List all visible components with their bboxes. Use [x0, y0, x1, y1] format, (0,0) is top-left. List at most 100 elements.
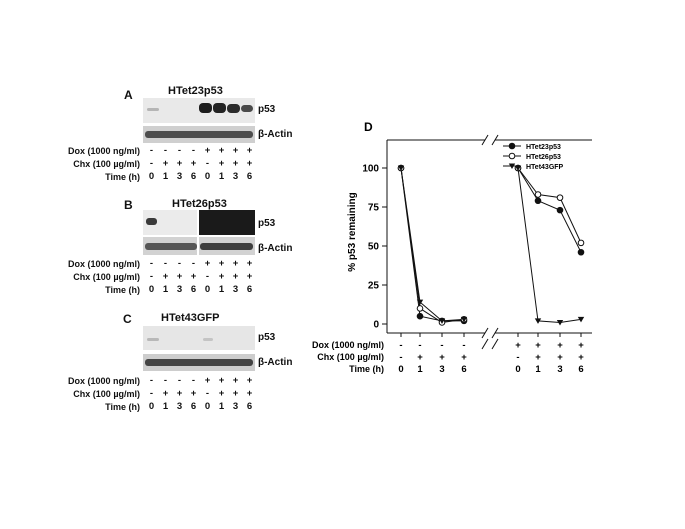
time-value: 0 — [204, 171, 211, 182]
data-point — [416, 299, 424, 306]
chx-value: + — [218, 158, 225, 169]
chx-value: + — [162, 271, 169, 282]
panel-letter: B — [124, 198, 133, 212]
condition-value: 0 — [398, 364, 403, 375]
chx-value: + — [162, 158, 169, 169]
actin-blot-image — [143, 354, 255, 371]
actin-blot-image — [143, 237, 255, 255]
series-line — [517, 167, 582, 253]
time-value: 3 — [232, 171, 239, 182]
condition-value: 1 — [417, 364, 423, 375]
time-label: Time (h) — [105, 285, 140, 295]
time-value: 6 — [190, 401, 197, 412]
condition-value: - — [516, 352, 519, 363]
legend-label: HTet26p53 — [526, 154, 561, 161]
band-label-actin: β-Actin — [258, 243, 293, 254]
chart-condition-table: Dox (1000 ng/ml) Chx (100 µg/ml) Time (h) -… — [312, 338, 584, 375]
dox-value: - — [177, 375, 182, 386]
data-point — [534, 197, 542, 205]
chart-series — [397, 164, 585, 326]
time-value: 3 — [176, 401, 183, 412]
dox-value: - — [191, 145, 196, 156]
data-point — [534, 318, 542, 324]
dox-value: + — [246, 375, 253, 386]
chx-value: + — [246, 388, 253, 399]
condition-value: - — [462, 340, 465, 351]
chx-value: + — [190, 158, 197, 169]
dox-value: + — [232, 258, 239, 269]
time-value: 1 — [162, 401, 169, 412]
dox-value: - — [149, 145, 154, 156]
chx-value: + — [190, 271, 197, 282]
axis-break-mark — [491, 338, 499, 350]
time-value: 3 — [176, 171, 183, 182]
data-point — [577, 316, 585, 323]
series-line — [517, 167, 582, 323]
p53-blot-image — [143, 210, 255, 235]
data-point — [514, 165, 522, 171]
chx-value: + — [246, 158, 253, 169]
chx-value: + — [232, 271, 239, 282]
time-value: 6 — [190, 284, 197, 295]
condition-value: 6 — [578, 364, 583, 375]
data-point — [556, 319, 564, 326]
chx-value: + — [176, 388, 183, 399]
y-tick-label: 100 — [362, 164, 379, 175]
dox-label: Dox (1000 ng/ml) — [67, 376, 140, 386]
axis-break-mark — [481, 327, 489, 339]
condition-value: - — [418, 340, 421, 351]
data-point — [508, 152, 516, 160]
data-point — [460, 316, 468, 323]
chx-value: + — [176, 271, 183, 282]
time-value: 6 — [246, 401, 253, 412]
dox-value: + — [232, 145, 239, 156]
time-value: 0 — [204, 401, 211, 412]
chart-legend: HTet23p53 HTet26p53 HTet43GFP — [503, 142, 564, 171]
condition-value: 1 — [535, 364, 541, 375]
chx-label: Chx (100 µg/ml) — [73, 389, 140, 399]
condition-value: - — [399, 340, 402, 351]
data-point — [397, 165, 405, 171]
chx-value: - — [205, 388, 210, 399]
chx-value: + — [218, 271, 225, 282]
time-label: Time (h) — [105, 402, 140, 412]
series-line — [400, 167, 465, 322]
condition-value: + — [557, 340, 563, 351]
y-axis-label: % p53 remaining — [347, 192, 358, 271]
actin-blot-image — [143, 126, 255, 143]
condition-value: + — [557, 352, 563, 363]
chx-value: + — [232, 158, 239, 169]
time-value: 1 — [218, 284, 225, 295]
time-value: 1 — [218, 171, 225, 182]
panel-letter: D — [364, 120, 373, 134]
legend-label: HTet43GFP — [526, 164, 564, 171]
time-value: 0 — [148, 171, 155, 182]
panel-letter: A — [124, 88, 133, 102]
blot-title: HTet26p53 — [172, 198, 227, 210]
time-value: 1 — [162, 171, 169, 182]
condition-value: + — [535, 352, 541, 363]
dox-value: - — [191, 375, 196, 386]
y-tick-label: 75 — [368, 203, 380, 214]
condition-label: Dox (1000 ng/ml) — [312, 340, 384, 350]
condition-value: + — [461, 352, 467, 363]
axis-break-mark — [491, 327, 499, 339]
time-value: 3 — [232, 401, 239, 412]
condition-value: + — [417, 352, 423, 363]
blot-title: HTet23p53 — [168, 85, 223, 97]
dox-value: - — [163, 258, 168, 269]
dox-label: Dox (1000 ng/ml) — [67, 259, 140, 269]
chx-value: + — [246, 271, 253, 282]
y-tick-label: 0 — [373, 320, 379, 331]
chx-label: Chx (100 µg/ml) — [73, 272, 140, 282]
panel-letter: C — [123, 312, 132, 326]
time-value: 1 — [218, 401, 225, 412]
time-value: 6 — [246, 171, 253, 182]
data-point — [556, 194, 564, 201]
condition-value: + — [578, 352, 584, 363]
y-tick-label: 50 — [368, 242, 380, 253]
band-label-p53: p53 — [258, 104, 276, 115]
data-point — [577, 239, 585, 247]
band-label-p53: p53 — [258, 218, 276, 229]
condition-value: - — [440, 340, 443, 351]
